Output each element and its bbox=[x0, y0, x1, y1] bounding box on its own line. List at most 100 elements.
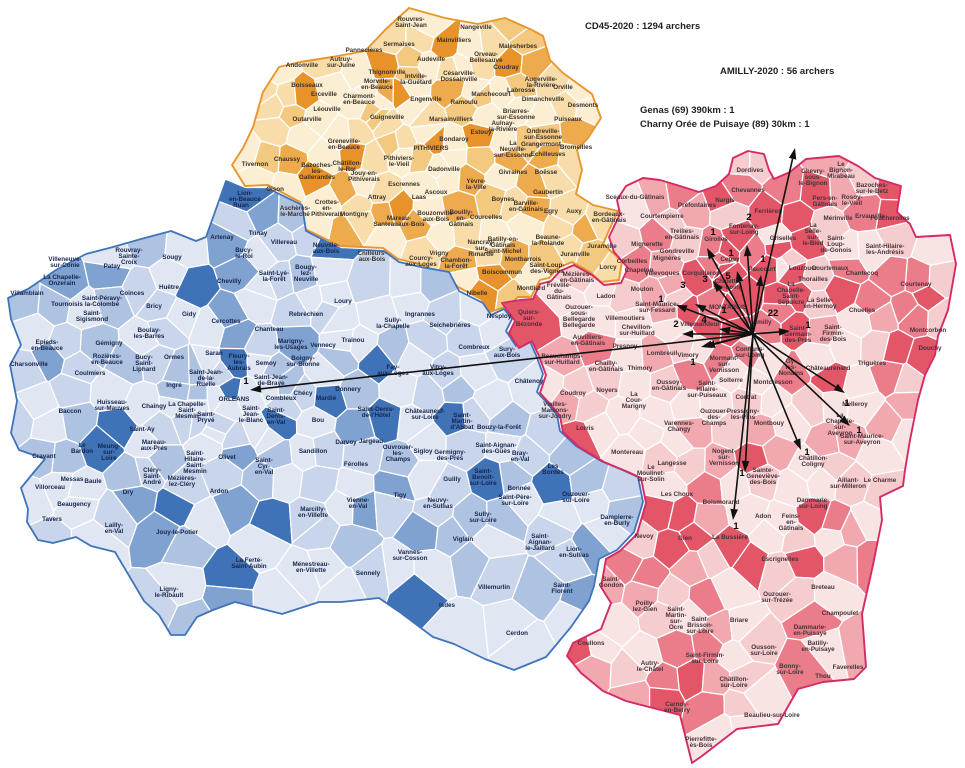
svg-text:Sully-: Sully- bbox=[384, 317, 401, 324]
svg-text:Préfontaines: Préfontaines bbox=[678, 202, 717, 209]
svg-text:ès-Bois: ès-Bois bbox=[690, 742, 713, 749]
svg-text:Andonville: Andonville bbox=[286, 62, 319, 69]
svg-text:Baule: Baule bbox=[84, 478, 102, 485]
svg-text:Villeneuve-: Villeneuve- bbox=[48, 256, 81, 263]
svg-text:Bellegarde: Bellegarde bbox=[563, 316, 596, 323]
svg-text:Saint-: Saint- bbox=[827, 235, 845, 242]
svg-text:sur-Essonne: sur-Essonne bbox=[494, 152, 533, 159]
svg-text:Châteaurenard: Châteaurenard bbox=[806, 365, 851, 372]
svg-text:en-Sullias: en-Sullias bbox=[423, 503, 453, 510]
svg-text:Marigny: Marigny bbox=[622, 403, 647, 410]
svg-text:Thimory: Thimory bbox=[628, 365, 653, 372]
svg-text:le-Ribault: le-Ribault bbox=[155, 592, 185, 599]
svg-text:1: 1 bbox=[710, 227, 716, 238]
svg-text:du-: du- bbox=[554, 288, 564, 295]
svg-text:Autruy-: Autruy- bbox=[330, 56, 352, 63]
svg-text:aux-Bois: aux-Bois bbox=[313, 248, 340, 255]
svg-text:Pressigny-: Pressigny- bbox=[727, 408, 759, 415]
svg-text:Nancray-: Nancray- bbox=[468, 239, 495, 246]
svg-text:en-Gâtinais: en-Gâtinais bbox=[592, 217, 627, 224]
svg-text:Chaussy: Chaussy bbox=[274, 156, 301, 163]
svg-text:sur-Loire: sur-Loire bbox=[501, 500, 529, 507]
svg-text:sur-Conie: sur-Conie bbox=[50, 262, 80, 269]
svg-text:Saint-: Saint- bbox=[242, 405, 260, 412]
svg-text:Saint-Père-: Saint-Père- bbox=[498, 494, 531, 501]
svg-text:en-Villette: en-Villette bbox=[296, 567, 326, 574]
svg-text:Tavers: Tavers bbox=[42, 516, 62, 523]
svg-text:Saint-Jean: Saint-Jean bbox=[395, 22, 427, 29]
svg-text:Pers-en-: Pers-en- bbox=[812, 195, 837, 202]
svg-text:1: 1 bbox=[844, 398, 850, 409]
svg-text:Mérinville: Mérinville bbox=[823, 215, 853, 222]
svg-text:La Bussière: La Bussière bbox=[712, 534, 748, 541]
svg-text:Boismorand: Boismorand bbox=[703, 499, 740, 506]
svg-text:MONTARGIS: MONTARGIS bbox=[709, 304, 747, 311]
svg-text:sur-: sur- bbox=[475, 245, 487, 252]
svg-text:Ouzouer-: Ouzouer- bbox=[700, 408, 728, 415]
svg-text:Villevoques: Villevoques bbox=[645, 270, 680, 277]
svg-text:Desmonts: Desmonts bbox=[568, 102, 599, 109]
svg-text:Saint-: Saint- bbox=[789, 325, 807, 332]
svg-text:CD45-2020 : 1294 archers: CD45-2020 : 1294 archers bbox=[585, 21, 700, 32]
svg-text:sur-: sur- bbox=[523, 315, 535, 322]
svg-text:Vitry-: Vitry- bbox=[430, 364, 446, 371]
svg-text:Saint-: Saint- bbox=[698, 380, 716, 387]
svg-text:1: 1 bbox=[804, 447, 810, 458]
svg-text:4: 4 bbox=[701, 315, 707, 326]
svg-text:Pithiviers-: Pithiviers- bbox=[384, 155, 414, 162]
svg-text:Croix: Croix bbox=[121, 259, 138, 266]
svg-text:sur-Trézée: sur-Trézée bbox=[761, 597, 793, 604]
svg-text:Nogent-: Nogent- bbox=[712, 448, 736, 455]
svg-text:Ouzouer-: Ouzouer- bbox=[565, 304, 593, 311]
svg-text:Ascoux: Ascoux bbox=[425, 189, 448, 196]
svg-text:Faverelles: Faverelles bbox=[833, 664, 864, 671]
svg-text:Sigismond: Sigismond bbox=[76, 316, 108, 323]
svg-text:en-Val: en-Val bbox=[349, 503, 368, 510]
svg-text:Aveyron: Aveyron bbox=[828, 430, 853, 437]
svg-text:Ousson-: Ousson- bbox=[751, 644, 777, 651]
svg-text:Attray: Attray bbox=[368, 194, 387, 201]
svg-text:Rozières-: Rozières- bbox=[93, 353, 121, 360]
svg-text:Champoulet: Champoulet bbox=[822, 610, 859, 617]
svg-text:lez-Cléry: lez-Cléry bbox=[169, 481, 196, 488]
svg-text:Estouy: Estouy bbox=[471, 129, 492, 136]
svg-text:Neuvy-: Neuvy- bbox=[428, 497, 449, 504]
svg-text:Bricy: Bricy bbox=[146, 303, 162, 310]
svg-text:Jouy-en-: Jouy-en- bbox=[351, 170, 377, 177]
svg-text:1: 1 bbox=[805, 320, 811, 331]
svg-text:Aignan-: Aignan- bbox=[528, 539, 551, 546]
svg-text:Aulnay-: Aulnay- bbox=[491, 120, 514, 127]
svg-text:en-Puisaye: en-Puisaye bbox=[801, 646, 835, 653]
svg-text:Egry: Egry bbox=[544, 208, 558, 215]
svg-text:Gondon: Gondon bbox=[599, 582, 623, 589]
svg-text:le-Roi: le-Roi bbox=[235, 253, 253, 260]
svg-text:Griselles: Griselles bbox=[770, 235, 797, 242]
svg-text:des-Prés: des-Prés bbox=[437, 455, 464, 462]
svg-text:Huisseau-: Huisseau- bbox=[97, 399, 127, 406]
svg-text:Trinay: Trinay bbox=[249, 230, 268, 237]
svg-text:aux-Loges: aux-Loges bbox=[405, 261, 437, 268]
svg-text:Ouzouer-: Ouzouer- bbox=[763, 591, 791, 598]
svg-text:en-Beauce: en-Beauce bbox=[361, 84, 393, 91]
svg-text:lez-Gien: lez-Gien bbox=[633, 606, 658, 613]
svg-text:Gidy: Gidy bbox=[182, 311, 196, 318]
svg-text:Batilly-: Batilly- bbox=[808, 640, 829, 647]
svg-text:Orville: Orville bbox=[553, 84, 573, 91]
svg-text:3: 3 bbox=[702, 274, 707, 285]
svg-text:aux-Bois: aux-Bois bbox=[359, 256, 386, 263]
svg-text:Saint-Hilaire-: Saint-Hilaire- bbox=[866, 243, 905, 250]
svg-text:Geneviève-: Geneviève- bbox=[746, 473, 780, 480]
svg-text:Grangermont: Grangermont bbox=[521, 141, 562, 148]
svg-text:Oussoy-: Oussoy- bbox=[656, 379, 681, 386]
svg-text:Sully-: Sully- bbox=[474, 511, 491, 518]
svg-text:1: 1 bbox=[721, 305, 727, 316]
svg-text:Bellesauve: Bellesauve bbox=[470, 57, 503, 64]
svg-text:Mignères: Mignères bbox=[653, 255, 681, 262]
svg-text:1: 1 bbox=[739, 468, 745, 479]
svg-text:Melleroy: Melleroy bbox=[842, 401, 868, 408]
svg-text:Le Charme: Le Charme bbox=[864, 477, 897, 484]
svg-text:Mormant-: Mormant- bbox=[710, 355, 739, 362]
svg-text:Bonnée: Bonnée bbox=[507, 485, 531, 492]
svg-text:des-Vignes: des-Vignes bbox=[530, 268, 564, 275]
svg-text:Bardon: Bardon bbox=[71, 448, 93, 455]
